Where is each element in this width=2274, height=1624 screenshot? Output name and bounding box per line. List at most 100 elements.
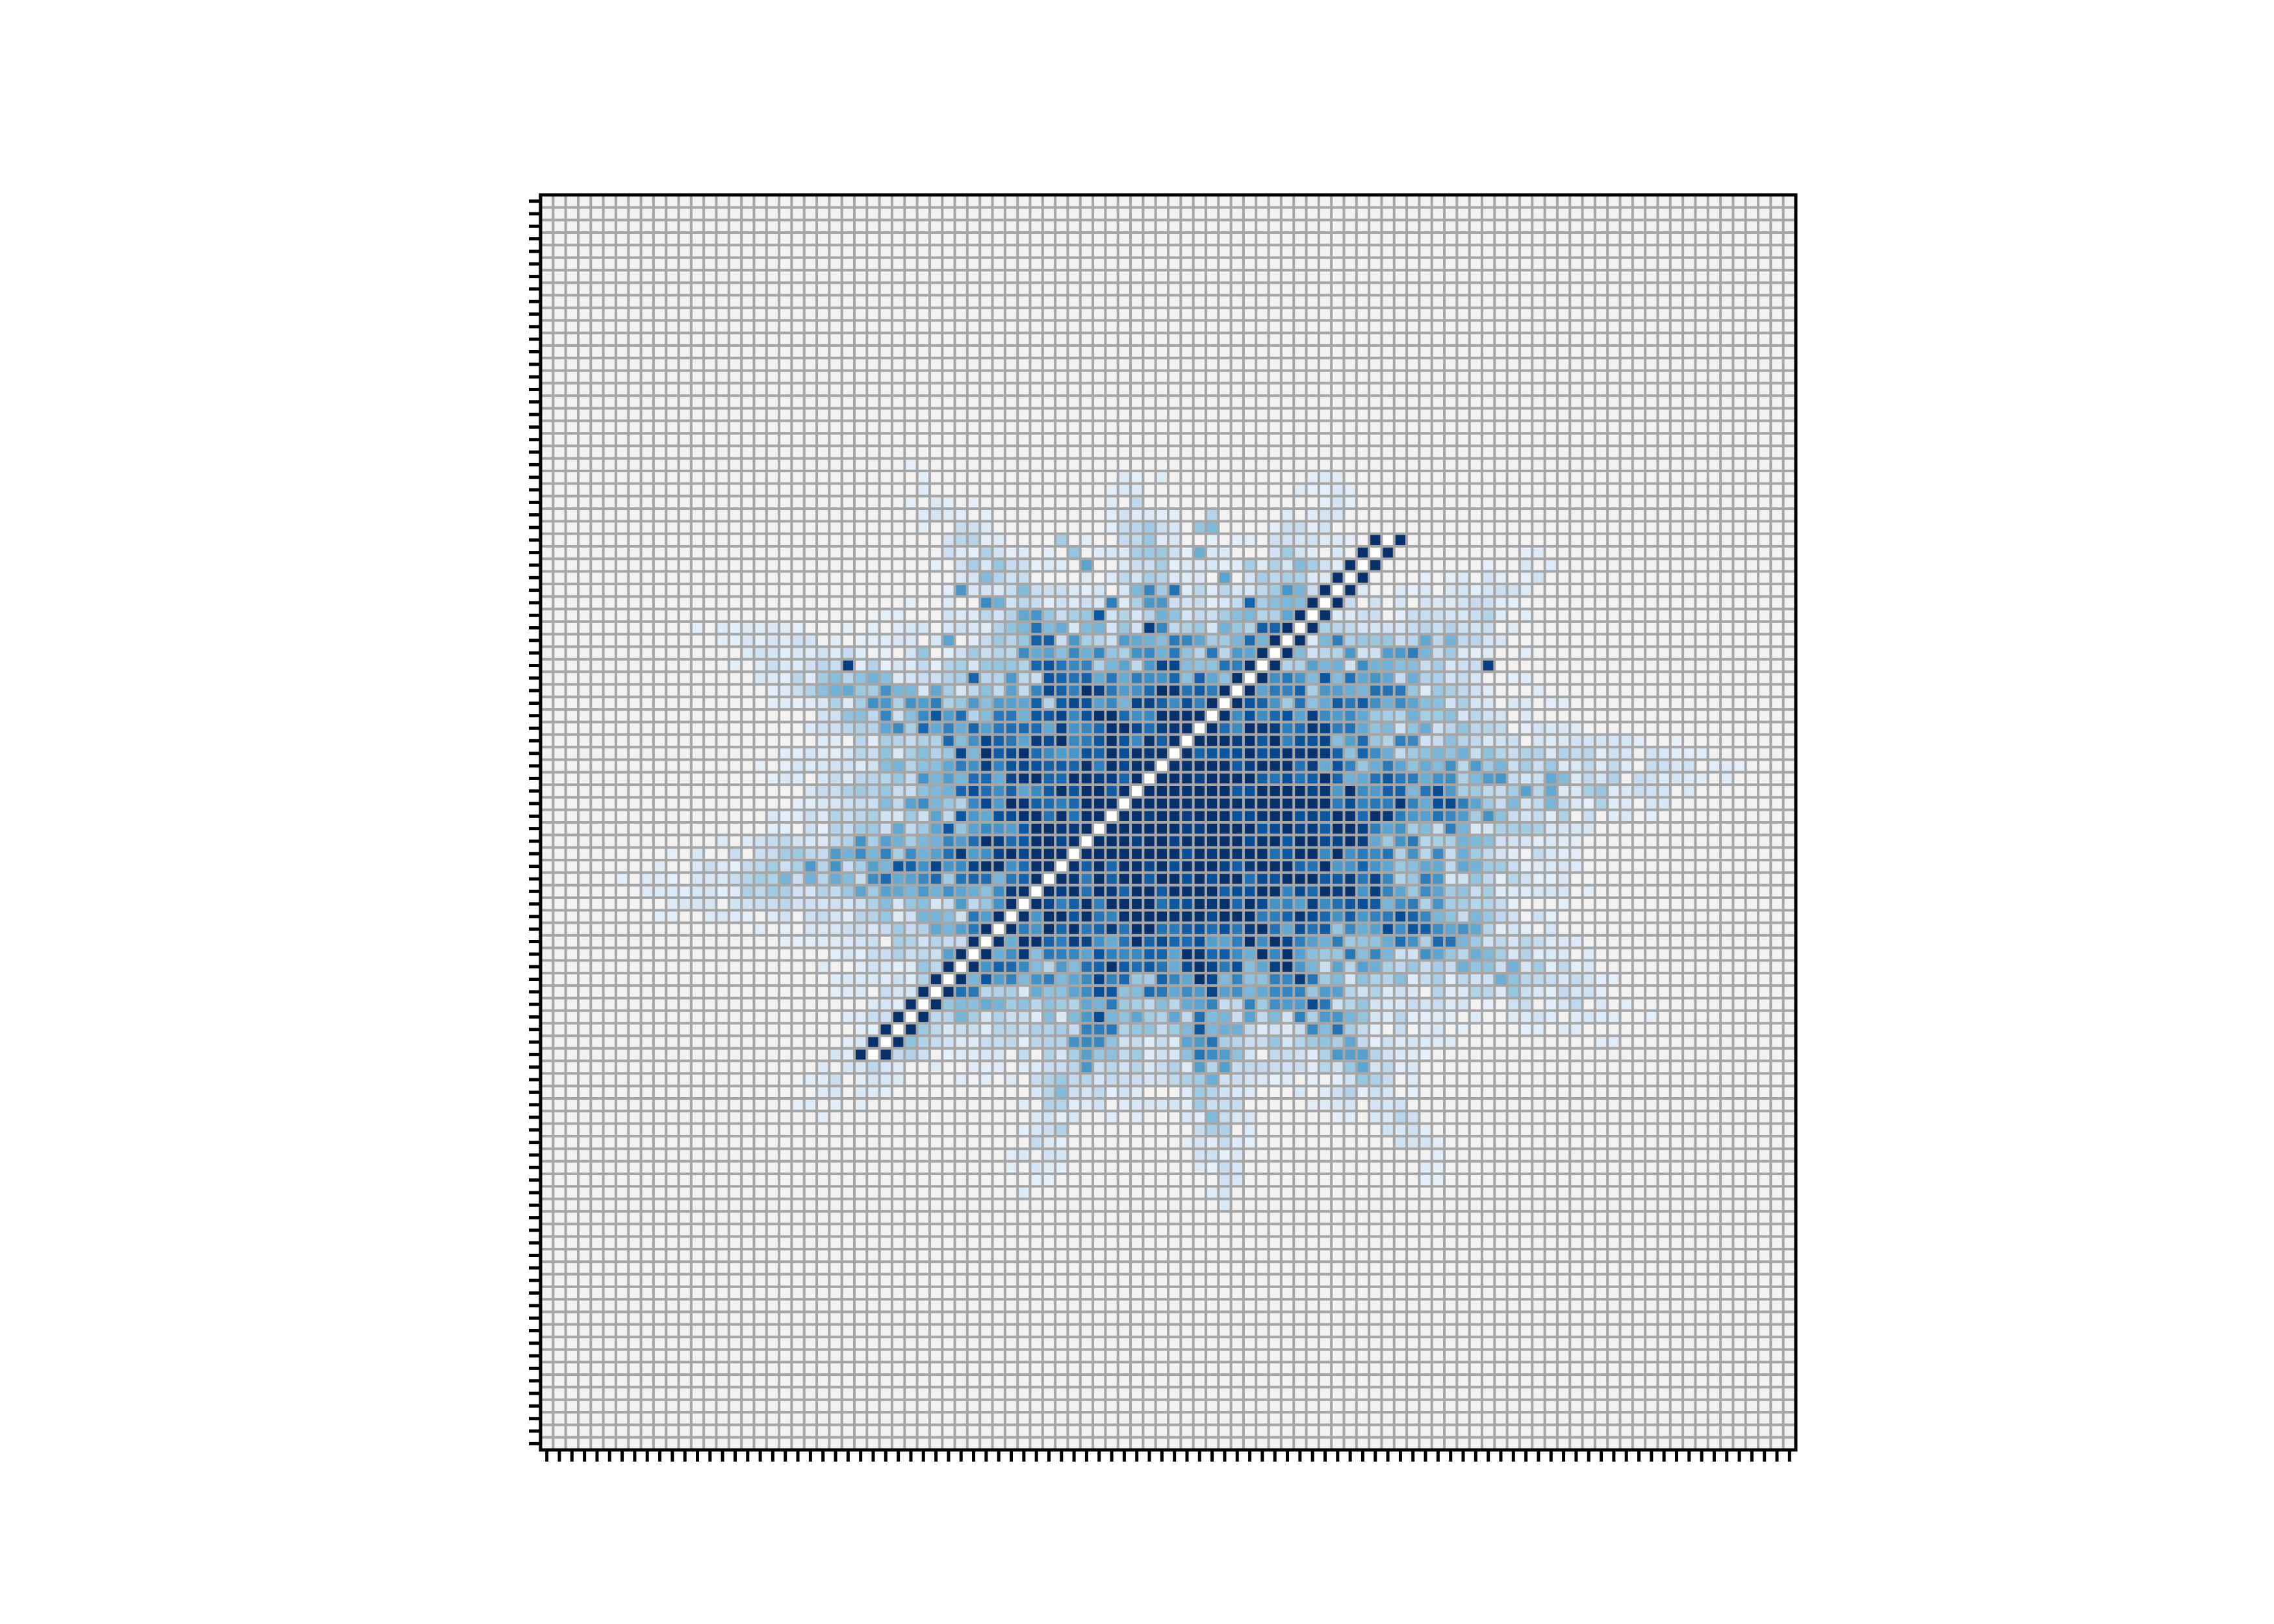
heatmap-cell: [1093, 696, 1106, 710]
heatmap-cell: [1431, 1035, 1445, 1048]
heatmap-cell: [1344, 872, 1357, 885]
heatmap-cell: [1181, 546, 1194, 559]
heatmap-cell: [1519, 609, 1533, 622]
heatmap-cell: [1093, 998, 1106, 1011]
heatmap-cell: [1570, 972, 1583, 986]
diagonal-edge-cell: [917, 1010, 930, 1024]
heatmap-cell: [1030, 621, 1043, 635]
heatmap-cell: [1080, 960, 1093, 973]
heatmap-cell: [1042, 822, 1056, 835]
heatmap-cell: [1281, 1048, 1294, 1061]
heatmap-cell: [1168, 1048, 1181, 1061]
heatmap-cell: [1080, 646, 1093, 659]
heatmap-cell: [741, 897, 754, 911]
heatmap-cell: [1143, 672, 1156, 685]
heatmap-cell: [1582, 747, 1595, 760]
heatmap-cell: [1055, 1073, 1068, 1086]
heatmap-cell: [1318, 960, 1332, 973]
heatmap-cell: [1055, 646, 1068, 659]
heatmap-cell: [779, 885, 792, 898]
heatmap-cell: [1093, 1048, 1106, 1061]
heatmap-cell: [942, 759, 955, 772]
heatmap-cell: [1143, 734, 1156, 748]
heatmap-cell: [1093, 709, 1106, 722]
heatmap-cell: [1231, 885, 1244, 898]
heatmap-cell: [1281, 533, 1294, 546]
heatmap-cell: [804, 910, 817, 923]
heatmap-cell: [1118, 471, 1131, 484]
diagonal-cell: [1193, 722, 1206, 735]
heatmap-cell: [854, 885, 867, 898]
heatmap-cell: [1042, 1161, 1056, 1174]
heatmap-cell: [1218, 1136, 1231, 1149]
heatmap-cell: [1181, 1061, 1194, 1074]
heatmap-cell: [1394, 772, 1407, 785]
heatmap-cell: [1369, 872, 1382, 885]
heatmap-cell: [1369, 822, 1382, 835]
heatmap-cell: [854, 910, 867, 923]
heatmap-cell: [1356, 621, 1370, 635]
heatmap-cell: [992, 772, 1005, 785]
heatmap-cell: [1356, 859, 1370, 873]
heatmap-cell: [1067, 759, 1080, 772]
heatmap-cell: [1205, 646, 1219, 659]
heatmap-cell: [791, 797, 804, 810]
heatmap-cell: [829, 859, 842, 873]
heatmap-cell: [1256, 609, 1269, 622]
heatmap-cell: [1231, 709, 1244, 722]
heatmap-cell: [1494, 722, 1507, 735]
diagonal-edge-cell: [992, 910, 1005, 923]
heatmap-cell: [829, 659, 842, 672]
heatmap-cell: [1143, 897, 1156, 911]
heatmap-cell: [1181, 822, 1194, 835]
heatmap-cell: [1030, 1023, 1043, 1036]
heatmap-cell: [1004, 583, 1018, 597]
heatmap-cell: [1131, 722, 1143, 735]
heatmap-cell: [1431, 935, 1445, 948]
heatmap-cell: [1369, 1010, 1382, 1024]
heatmap-cell: [1181, 960, 1194, 973]
heatmap-cell: [1344, 609, 1357, 622]
heatmap-cell: [1457, 596, 1470, 609]
heatmap-cell: [1494, 609, 1507, 622]
heatmap-cell: [1155, 847, 1168, 860]
heatmap-cell: [1243, 1023, 1257, 1036]
heatmap-cell: [779, 646, 792, 659]
heatmap-cell: [1067, 948, 1080, 961]
heatmap-cell: [867, 659, 880, 672]
heatmap-cell: [1055, 910, 1068, 923]
heatmap-cell: [1155, 471, 1168, 484]
heatmap-cell: [1004, 822, 1018, 835]
heatmap-cell: [1205, 634, 1219, 647]
heatmap-cell: [1507, 809, 1520, 822]
heatmap-cell: [1105, 922, 1118, 935]
heatmap-cell: [1193, 948, 1206, 961]
heatmap-cell: [1004, 885, 1018, 898]
heatmap-cell: [1582, 809, 1595, 822]
heatmap-cell: [1268, 684, 1281, 697]
heatmap-cell: [691, 859, 704, 873]
heatmap-cell: [829, 759, 842, 772]
diagonal-cell: [1105, 809, 1118, 822]
diagonal-edge-cell: [1093, 835, 1106, 848]
heatmap-cell: [1407, 696, 1420, 710]
heatmap-cell: [1594, 734, 1608, 748]
heatmap-cell: [1356, 910, 1370, 923]
heatmap-cell: [741, 835, 754, 848]
heatmap-cell: [1093, 910, 1106, 923]
heatmap-cell: [728, 634, 742, 647]
heatmap-cell: [1017, 822, 1030, 835]
heatmap-cell: [1557, 897, 1570, 911]
heatmap-cell: [879, 960, 892, 973]
heatmap-cell: [791, 646, 804, 659]
heatmap-cell: [1105, 872, 1118, 885]
heatmap-cell: [1118, 747, 1131, 760]
heatmap-cell: [1394, 1048, 1407, 1061]
heatmap-cell: [1181, 797, 1194, 810]
heatmap-cell: [1306, 684, 1319, 697]
heatmap-cell: [1494, 734, 1507, 748]
heatmap-cell: [1294, 998, 1307, 1011]
heatmap-cell: [1193, 546, 1206, 559]
heatmap-cell: [1582, 797, 1595, 810]
heatmap-cell: [1205, 985, 1219, 998]
